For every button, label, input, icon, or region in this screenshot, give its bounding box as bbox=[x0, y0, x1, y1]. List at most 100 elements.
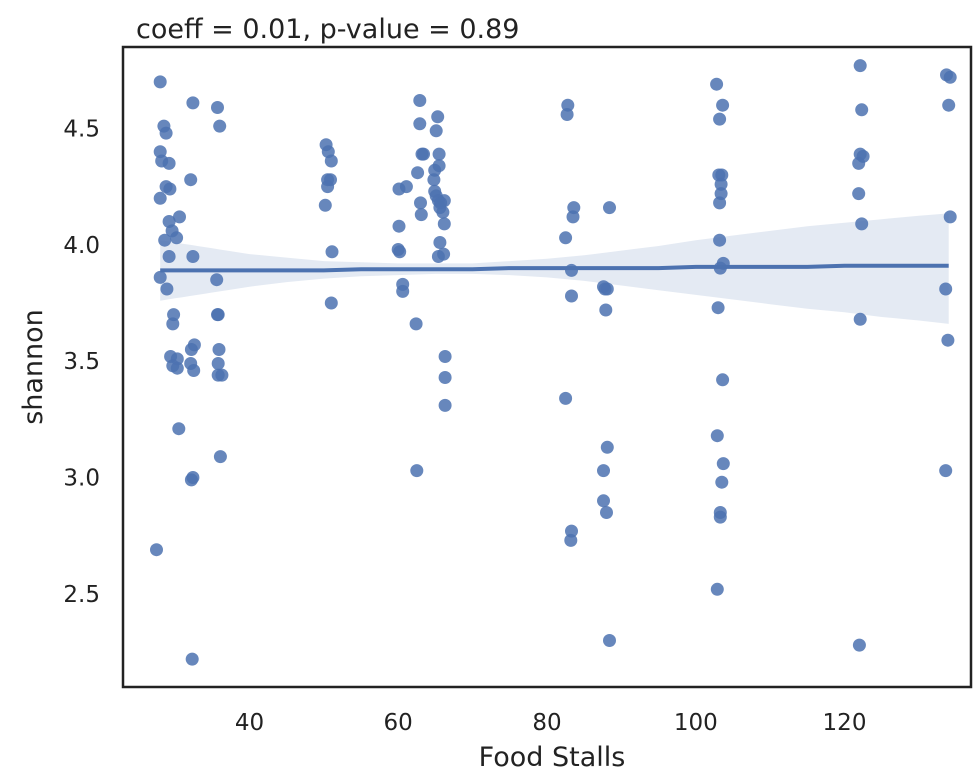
data-point bbox=[185, 652, 199, 666]
data-point bbox=[410, 464, 424, 478]
data-point bbox=[324, 154, 338, 168]
data-point bbox=[716, 98, 730, 112]
data-point bbox=[600, 506, 613, 519]
data-point bbox=[321, 180, 335, 194]
y-tick-label: 3.5 bbox=[63, 349, 100, 375]
data-point bbox=[158, 233, 172, 247]
data-point bbox=[711, 301, 725, 315]
data-point bbox=[559, 391, 573, 405]
data-point bbox=[716, 457, 730, 471]
y-axis-label: shannon bbox=[18, 309, 49, 425]
data-point bbox=[415, 147, 429, 161]
data-point bbox=[436, 205, 450, 219]
data-point bbox=[211, 308, 225, 322]
data-point bbox=[598, 282, 612, 296]
data-point bbox=[713, 196, 727, 210]
data-point bbox=[438, 350, 452, 363]
data-point bbox=[438, 371, 452, 384]
data-point bbox=[409, 317, 423, 331]
data-point bbox=[210, 273, 224, 287]
data-point bbox=[431, 250, 445, 263]
y-axis-ticks: 2.5 3.0 3.5 4.0 4.5 bbox=[63, 117, 100, 608]
data-point bbox=[325, 245, 339, 259]
data-point bbox=[163, 182, 177, 196]
data-point bbox=[428, 163, 442, 177]
data-point bbox=[564, 533, 578, 547]
data-point bbox=[715, 475, 729, 489]
y-tick-label: 4.5 bbox=[63, 117, 100, 143]
data-point bbox=[184, 173, 198, 187]
data-point bbox=[710, 429, 724, 443]
data-point bbox=[153, 75, 167, 89]
data-point bbox=[392, 219, 406, 233]
data-point bbox=[211, 357, 225, 370]
data-point bbox=[427, 173, 441, 187]
data-point bbox=[600, 440, 614, 454]
data-point bbox=[597, 494, 610, 508]
data-point bbox=[413, 94, 427, 107]
plot-frame bbox=[121, 45, 973, 689]
data-point bbox=[324, 296, 338, 310]
data-point bbox=[411, 166, 425, 180]
data-point bbox=[213, 119, 227, 133]
x-tick-label: 80 bbox=[532, 710, 561, 736]
data-point bbox=[559, 231, 573, 245]
data-point bbox=[715, 168, 729, 182]
data-point bbox=[943, 210, 957, 224]
data-point bbox=[184, 343, 198, 356]
data-point bbox=[438, 398, 452, 412]
data-point bbox=[167, 308, 181, 322]
data-point bbox=[153, 191, 167, 205]
x-axis-ticks: 40 60 80 100 120 bbox=[235, 710, 867, 736]
data-point bbox=[710, 582, 724, 596]
data-point bbox=[855, 103, 869, 117]
data-point bbox=[396, 284, 410, 298]
data-point bbox=[565, 524, 578, 538]
data-point bbox=[431, 110, 445, 124]
data-point bbox=[943, 70, 957, 84]
data-point bbox=[186, 96, 200, 110]
data-point bbox=[162, 250, 176, 263]
data-point bbox=[162, 156, 176, 170]
data-point bbox=[599, 303, 613, 317]
y-tick-label: 3.0 bbox=[63, 466, 100, 492]
data-point bbox=[413, 117, 427, 131]
data-point bbox=[852, 156, 866, 170]
data-point bbox=[852, 638, 866, 652]
data-point bbox=[713, 112, 727, 126]
x-tick-label: 60 bbox=[384, 710, 413, 736]
regression-line bbox=[160, 263, 949, 273]
data-point bbox=[414, 208, 428, 222]
data-point bbox=[567, 201, 581, 215]
data-point bbox=[212, 343, 226, 356]
data-point bbox=[215, 368, 229, 382]
data-point bbox=[939, 464, 953, 478]
data-point bbox=[941, 333, 955, 347]
data-point bbox=[170, 231, 184, 245]
data-point bbox=[166, 317, 180, 331]
x-tick-label: 120 bbox=[823, 710, 867, 736]
x-tick-label: 100 bbox=[674, 710, 718, 736]
data-point bbox=[853, 312, 867, 326]
data-point bbox=[173, 210, 186, 224]
data-point bbox=[716, 373, 730, 387]
chart-title: coeff = 0.01, p-value = 0.89 bbox=[136, 14, 519, 45]
data-point bbox=[852, 187, 866, 201]
data-point bbox=[710, 77, 724, 91]
data-point bbox=[713, 510, 727, 524]
data-point bbox=[565, 263, 578, 277]
data-point bbox=[392, 182, 406, 196]
data-point bbox=[597, 464, 610, 478]
data-point bbox=[565, 289, 578, 303]
data-point bbox=[561, 98, 575, 112]
data-point bbox=[187, 364, 201, 377]
plot-area bbox=[150, 59, 957, 666]
data-point bbox=[939, 282, 953, 296]
data-point bbox=[318, 198, 332, 212]
data-point bbox=[433, 236, 447, 249]
data-point bbox=[560, 108, 574, 121]
data-point bbox=[714, 177, 728, 191]
y-tick-label: 2.5 bbox=[63, 582, 100, 608]
data-point bbox=[437, 217, 451, 231]
